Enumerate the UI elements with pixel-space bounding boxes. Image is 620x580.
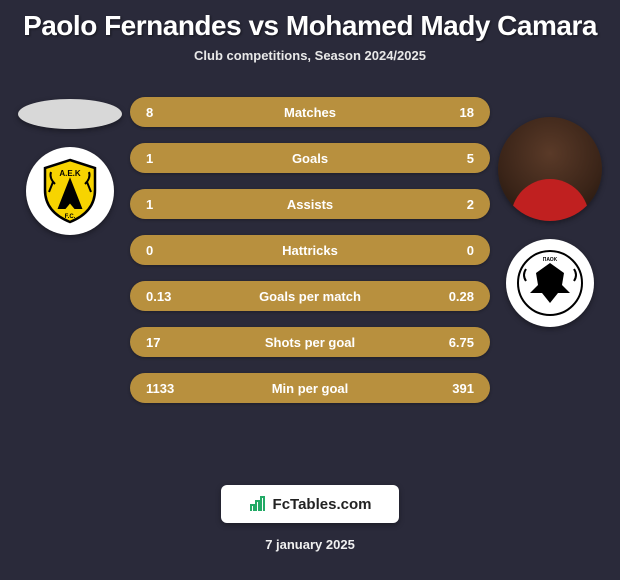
player1-side: A.E.K F.C.: [10, 97, 130, 235]
brand-label: FcTables.com: [273, 496, 372, 513]
stat-label: Min per goal: [186, 381, 434, 396]
aek-crest-icon: A.E.K F.C.: [35, 156, 105, 226]
comparison-content: A.E.K F.C. 8Matches181Goals51Assists20Ha…: [0, 97, 620, 403]
page-title: Paolo Fernandes vs Mohamed Mady Camara: [6, 10, 614, 42]
stat-label: Hattricks: [186, 243, 434, 258]
stat-row: 17Shots per goal6.75: [130, 327, 490, 357]
stat-label: Goals: [186, 151, 434, 166]
svg-text:ΠΑΟΚ: ΠΑΟΚ: [543, 257, 558, 263]
subtitle: Club competitions, Season 2024/2025: [6, 48, 614, 63]
stat-left-value: 0.13: [146, 289, 186, 304]
stat-row: 0.13Goals per match0.28: [130, 281, 490, 311]
svg-text:A.E.K: A.E.K: [59, 169, 81, 178]
svg-text:F.C.: F.C.: [65, 214, 76, 220]
brand-logo-icon: [249, 495, 267, 513]
stat-row: 0Hattricks0: [130, 235, 490, 265]
player2-side: ΠΑΟΚ: [490, 97, 610, 327]
stat-right-value: 2: [434, 197, 474, 212]
stat-right-value: 391: [434, 381, 474, 396]
stat-right-value: 18: [434, 105, 474, 120]
stat-label: Goals per match: [186, 289, 434, 304]
footer: FcTables.com 7 january 2025: [0, 485, 620, 552]
stat-left-value: 8: [146, 105, 186, 120]
stat-label: Assists: [186, 197, 434, 212]
stat-label: Shots per goal: [186, 335, 434, 350]
stat-row: 1Assists2: [130, 189, 490, 219]
stat-left-value: 1: [146, 197, 186, 212]
stat-left-value: 1133: [146, 381, 186, 396]
stat-row: 8Matches18: [130, 97, 490, 127]
player1-photo: [18, 99, 122, 129]
stat-row: 1133Min per goal391: [130, 373, 490, 403]
player2-photo: [498, 117, 602, 221]
header: Paolo Fernandes vs Mohamed Mady Camara C…: [0, 0, 620, 67]
stat-label: Matches: [186, 105, 434, 120]
date-label: 7 january 2025: [265, 537, 355, 552]
stat-right-value: 0: [434, 243, 474, 258]
player2-club-crest: ΠΑΟΚ: [506, 239, 594, 327]
paok-crest-icon: ΠΑΟΚ: [516, 249, 584, 317]
stat-left-value: 17: [146, 335, 186, 350]
stat-right-value: 6.75: [434, 335, 474, 350]
player1-club-crest: A.E.K F.C.: [26, 147, 114, 235]
stat-row: 1Goals5: [130, 143, 490, 173]
stat-left-value: 1: [146, 151, 186, 166]
stats-table: 8Matches181Goals51Assists20Hattricks00.1…: [130, 97, 490, 403]
stat-right-value: 0.28: [434, 289, 474, 304]
stat-left-value: 0: [146, 243, 186, 258]
stat-right-value: 5: [434, 151, 474, 166]
brand-badge: FcTables.com: [221, 485, 400, 523]
